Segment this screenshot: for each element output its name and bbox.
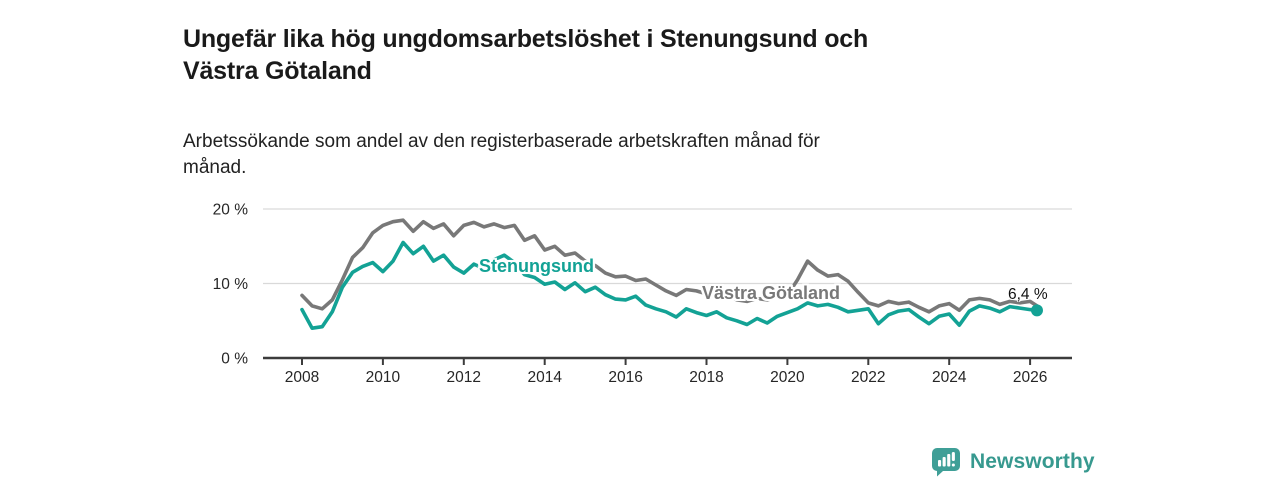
x-axis-tick-label: 2024 [932, 369, 967, 386]
x-axis-tick-label: 2026 [1013, 369, 1047, 386]
x-axis-tick-label: 2016 [608, 369, 642, 386]
series-line-v-stra-g-taland [300, 218, 1039, 314]
chart-subtitle: Arbetssökande som andel av den registerb… [183, 131, 820, 178]
x-axis-tick-label: 2022 [851, 369, 885, 386]
x-axis-tick-label: 2012 [447, 369, 481, 386]
x-axis-tick-label: 2018 [689, 369, 723, 386]
series-line-stenungsund [300, 240, 1039, 330]
newsworthy-bubble-chart-icon [932, 448, 960, 477]
end-point-dot [1030, 304, 1043, 317]
latest-value-label: 6,4 % [1008, 286, 1048, 303]
y-axis-tick-label: 20 % [213, 202, 249, 219]
x-axis-tick-label: 2014 [527, 369, 562, 386]
y-axis-tick-label: 0 % [221, 351, 248, 368]
chart-title: Ungefär lika hög ungdomsarbetslöshet i S… [183, 24, 869, 85]
y-axis-tick-label: 10 % [213, 276, 249, 293]
newsworthy-wordmark: Newsworthy [970, 450, 1095, 473]
x-axis-tick-label: 2020 [770, 369, 805, 386]
series-label-vastra-gotaland: Västra Götaland [702, 283, 841, 303]
series-label-stenungsund: Stenungsund [479, 256, 594, 276]
x-axis-tick-label: 2010 [366, 369, 401, 386]
x-axis-tick-label: 2008 [285, 369, 319, 386]
newsworthy-logo: Newsworthy [932, 447, 1095, 477]
